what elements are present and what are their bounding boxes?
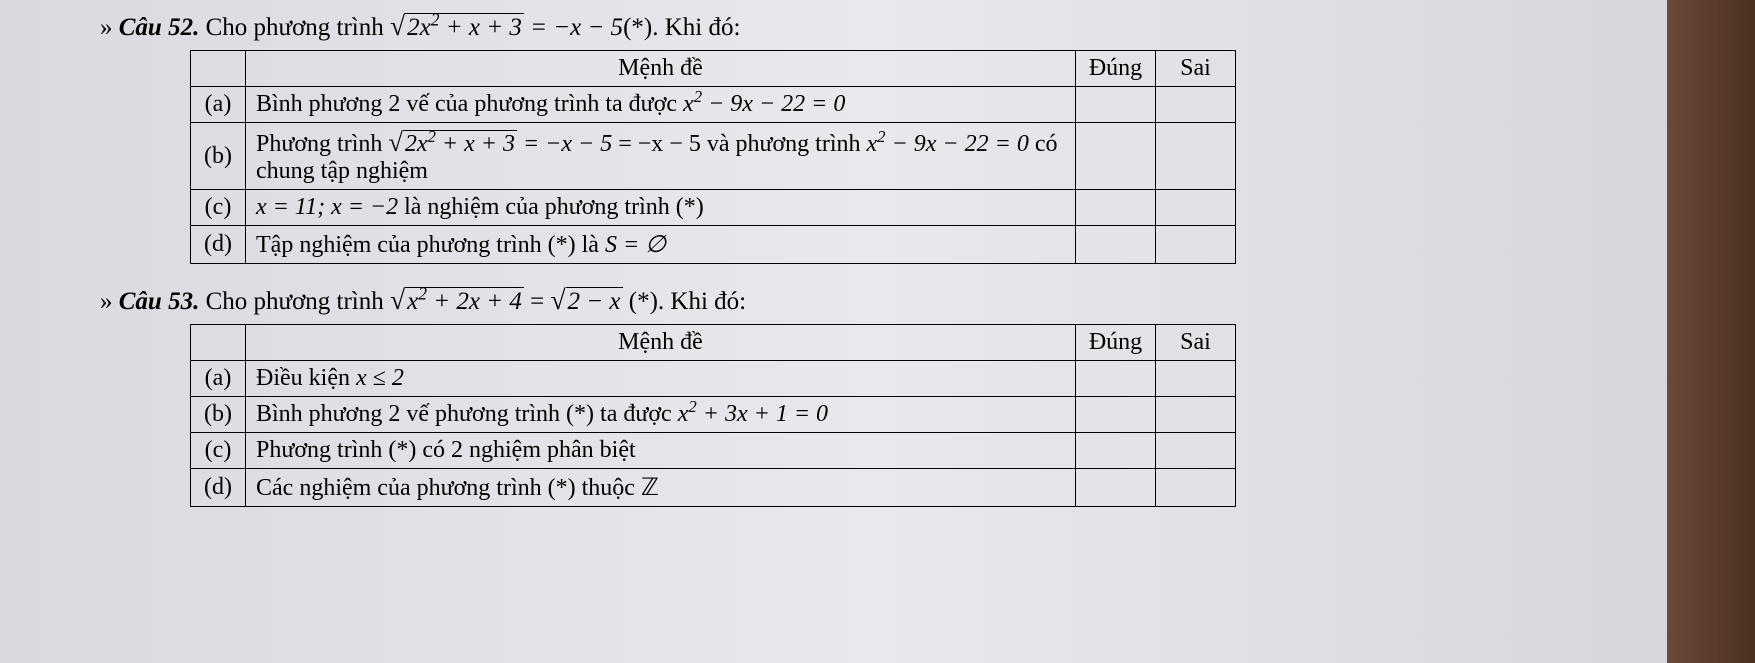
q53-table: Mệnh đề Đúng Sai (a) Điều kiện x ≤ 2 (b)… — [190, 324, 1236, 507]
question-53: » Câu 53. Cho phương trình √x2 + 2x + 4 … — [100, 284, 1755, 507]
cell-false[interactable] — [1156, 361, 1236, 397]
row-letter: (c) — [191, 190, 246, 226]
q53-title: » Câu 53. Cho phương trình √x2 + 2x + 4 … — [100, 284, 1755, 316]
cell-true[interactable] — [1076, 87, 1156, 123]
row-statement: Phương trình √2x2 + x + 3 = −x − 5 = −x … — [246, 123, 1076, 190]
q53-header-blank — [191, 325, 246, 361]
cell-false[interactable] — [1156, 226, 1236, 264]
q52-table: Mệnh đề Đúng Sai (a) Bình phương 2 vế củ… — [190, 50, 1236, 264]
q53-header-statement: Mệnh đề — [246, 325, 1076, 361]
q52-header-true: Đúng — [1076, 51, 1156, 87]
q52-header-statement: Mệnh đề — [246, 51, 1076, 87]
row-letter: (b) — [191, 123, 246, 190]
q52-header-blank — [191, 51, 246, 87]
q52-sqrt: √2x2 + x + 3 — [390, 10, 524, 42]
row-letter: (c) — [191, 433, 246, 469]
q52-intro-mid: = −x − 5 — [524, 14, 623, 41]
question-52: » Câu 52. Cho phương trình √2x2 + x + 3 … — [100, 10, 1755, 264]
row-letter: (b) — [191, 397, 246, 433]
q52-star: (*) — [623, 14, 652, 41]
row-letter: (d) — [191, 469, 246, 507]
cell-false[interactable] — [1156, 87, 1236, 123]
arrow-prefix: » — [100, 288, 113, 315]
cell-false[interactable] — [1156, 123, 1236, 190]
table-row: (d) Tập nghiệm của phương trình (*) là S… — [191, 226, 1236, 264]
q52-label: Câu 52. — [119, 14, 200, 41]
cell-true[interactable] — [1076, 226, 1156, 264]
row-letter: (a) — [191, 87, 246, 123]
q52-title: » Câu 52. Cho phương trình √2x2 + x + 3 … — [100, 10, 1755, 42]
table-row: (b) Bình phương 2 vế phương trình (*) ta… — [191, 397, 1236, 433]
row-statement: Bình phương 2 vế của phương trình ta đượ… — [246, 87, 1076, 123]
cell-false[interactable] — [1156, 433, 1236, 469]
row-statement: Điều kiện x ≤ 2 — [246, 361, 1076, 397]
cell-false[interactable] — [1156, 397, 1236, 433]
cell-true[interactable] — [1076, 469, 1156, 507]
table-row: (d) Các nghiệm của phương trình (*) thuộ… — [191, 469, 1236, 507]
cell-true[interactable] — [1076, 433, 1156, 469]
row-statement: Phương trình (*) có 2 nghiệm phân biệt — [246, 433, 1076, 469]
q53-eq: = — [524, 288, 551, 315]
cell-false[interactable] — [1156, 190, 1236, 226]
cell-true[interactable] — [1076, 190, 1156, 226]
row-letter: (d) — [191, 226, 246, 264]
table-row: (c) Phương trình (*) có 2 nghiệm phân bi… — [191, 433, 1236, 469]
cell-true[interactable] — [1076, 123, 1156, 190]
row-letter: (a) — [191, 361, 246, 397]
q52-header-row: Mệnh đề Đúng Sai — [191, 51, 1236, 87]
arrow-prefix: » — [100, 14, 113, 41]
q53-sqrt2: √2 − x — [550, 284, 622, 316]
table-row: (c) x = 11; x = −2 là nghiệm của phương … — [191, 190, 1236, 226]
q53-header-row: Mệnh đề Đúng Sai — [191, 325, 1236, 361]
row-statement: Các nghiệm của phương trình (*) thuộc ℤ — [246, 469, 1076, 507]
q53-star: (*) — [623, 288, 658, 315]
cell-true[interactable] — [1076, 361, 1156, 397]
q53-intro-pre: Cho phương trình — [206, 288, 390, 315]
q53-intro-post: . Khi đó: — [658, 288, 746, 315]
cell-true[interactable] — [1076, 397, 1156, 433]
table-row: (a) Bình phương 2 vế của phương trình ta… — [191, 87, 1236, 123]
cell-false[interactable] — [1156, 469, 1236, 507]
row-statement: x = 11; x = −2 là nghiệm của phương trìn… — [246, 190, 1076, 226]
row-statement: Bình phương 2 vế phương trình (*) ta đượ… — [246, 397, 1076, 433]
q53-sqrt1: √x2 + 2x + 4 — [390, 284, 524, 316]
row-statement: Tập nghiệm của phương trình (*) là S = ∅ — [246, 226, 1076, 264]
q52-intro-pre: Cho phương trình — [206, 14, 390, 41]
q53-header-false: Sai — [1156, 325, 1236, 361]
q53-header-true: Đúng — [1076, 325, 1156, 361]
table-row: (a) Điều kiện x ≤ 2 — [191, 361, 1236, 397]
q52-intro-post: . Khi đó: — [652, 14, 740, 41]
q53-label: Câu 53. — [119, 288, 200, 315]
q52-header-false: Sai — [1156, 51, 1236, 87]
table-row: (b) Phương trình √2x2 + x + 3 = −x − 5 =… — [191, 123, 1236, 190]
